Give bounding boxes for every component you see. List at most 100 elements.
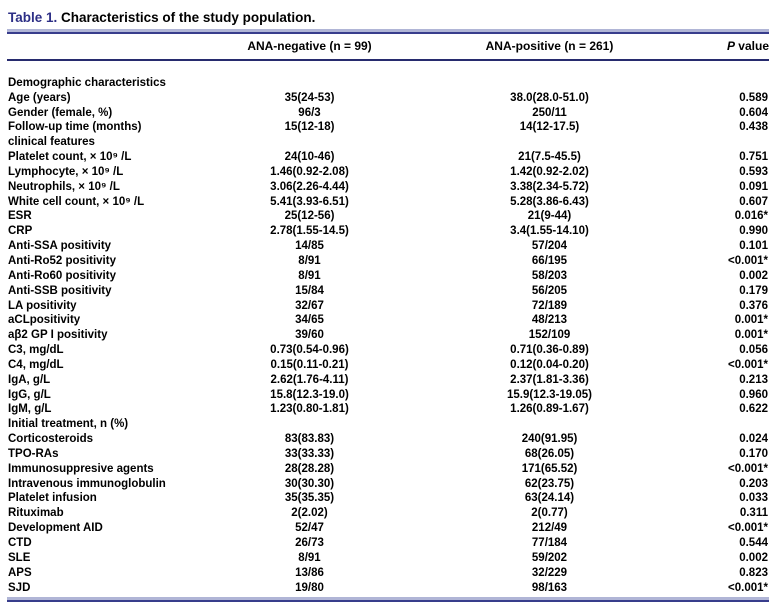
table-caption-text: Characteristics of the study population. [61, 10, 316, 25]
row-label-cell: Follow-up time (months) [8, 121, 142, 134]
row-label-cell: Anti-Ro60 positivity [8, 269, 116, 282]
ana-negative-cell: 1.46(0.92-2.08) [270, 165, 349, 178]
ana-negative-cell: 30(30.30) [284, 477, 335, 490]
ana-positive-cell: 38.0(28.0-51.0) [510, 91, 589, 104]
row-label-cell: CTD [8, 537, 32, 549]
row-label-cell: clinical features [8, 136, 95, 149]
row-label-cell: aCLpositivity [8, 314, 81, 327]
ana-negative-cell: 26/73 [295, 537, 324, 549]
ana-negative-cell: 0.15(0.11-0.21) [270, 358, 349, 371]
p-value-cell: 0.179 [739, 284, 768, 297]
table-row: CRP 2.78(1.55-14.5) 3.4(1.55-14.10) 0.990 [7, 224, 769, 239]
section-header-row: Demographic characteristics [7, 76, 769, 91]
ana-positive-cell: 57/204 [531, 240, 568, 253]
ana-negative-cell: 2(2.02) [291, 507, 328, 520]
ana-positive-cell: 77/184 [531, 537, 568, 549]
p-value-cell: 0.589 [739, 91, 768, 104]
table-row: IgM, g/L 1.23(0.80-1.81) 1.26(0.89-1.67) 0.… [7, 402, 769, 417]
table-row: Neutrophils, × 10⁹ /L 3.06(2.26-4.44) 3.38… [7, 180, 769, 195]
row-label-cell: Platelet count, × 10⁹ /L [8, 151, 132, 164]
ana-negative-cell: 5.41(3.93-6.51) [270, 195, 349, 208]
ana-positive-cell: 3.38(2.34-5.72) [510, 180, 589, 193]
row-label-cell: TPO-RAs [8, 447, 59, 460]
p-value-cell: 0.960 [739, 388, 768, 401]
table-row: CTD 26/73 77/184 0.544 [7, 536, 769, 551]
ana-positive-cell [432, 417, 667, 432]
ana-negative-cell: 32/67 [295, 299, 324, 312]
ana-negative-cell: 24(10-46) [284, 151, 335, 164]
ana-negative-cell: 1.23(0.80-1.81) [270, 403, 349, 416]
ana-negative-cell: 8/91 [298, 269, 321, 282]
table-row: aβ2 GP I positivity 39/60 152/109 0.001* [7, 328, 769, 343]
ana-negative-cell: 2.62(1.76-4.11) [270, 373, 349, 386]
row-label-cell: Neutrophils, × 10⁹ /L [8, 180, 120, 193]
ana-positive-cell: 32/229 [531, 566, 568, 579]
ana-positive-cell: 59/202 [531, 551, 568, 564]
ana-positive-cell: 171(65.52) [521, 462, 578, 475]
p-symbol: P [726, 39, 735, 53]
ana-negative-cell: 2.78(1.55-14.5) [270, 225, 349, 238]
p-value-cell [667, 135, 769, 150]
ana-positive-cell: 98/163 [531, 581, 568, 594]
row-label-cell: White cell count, × 10⁹ /L [8, 195, 145, 208]
ana-negative-cell: 15(12-18) [284, 121, 335, 134]
ana-positive-cell: 21(7.5-45.5) [518, 151, 581, 164]
ana-positive-cell: 58/203 [531, 269, 568, 282]
row-label-cell: Anti-Ro52 positivity [8, 254, 116, 267]
section-header-row: Initial treatment, n (%) [7, 417, 769, 432]
p-value-cell: 0.056 [739, 344, 768, 357]
ana-positive-cell: 66/195 [531, 254, 568, 267]
p-value-cell: 0.203 [739, 477, 768, 490]
ana-positive-cell: 1.42(0.92-2.02) [510, 165, 589, 178]
ana-positive-cell: 0.12(0.04-0.20) [510, 358, 589, 371]
ana-positive-cell: 56/205 [531, 284, 568, 297]
section-header-row: clinical features [7, 135, 769, 150]
ana-negative-cell: 34/65 [295, 314, 324, 327]
p-value-word: value [734, 39, 769, 53]
table-row: Anti-Ro52 positivity 8/91 66/195 <0.001* [7, 254, 769, 269]
ana-negative-cell: 3.06(2.26-4.44) [270, 180, 349, 193]
table-number: Table 1. [8, 10, 58, 25]
p-value-cell: 0.001* [734, 314, 768, 327]
p-value-cell: 0.002 [739, 551, 768, 564]
ana-negative-cell: 15/84 [295, 284, 324, 297]
p-value-cell: <0.001* [728, 522, 768, 535]
table-row: Anti-SSB positivity 15/84 56/205 0.179 [7, 284, 769, 299]
p-value-cell: <0.001* [728, 462, 768, 475]
table-row: Platelet infusion 35(35.35) 63(24.14) 0.033 [7, 491, 769, 506]
p-value-cell: <0.001* [728, 254, 768, 267]
p-value-cell: 0.213 [739, 373, 768, 386]
p-value-cell: 0.016* [734, 210, 768, 223]
ana-negative-cell: 15.8(12.3-19.0) [270, 388, 349, 401]
table-row: Anti-Ro60 positivity 8/91 58/203 0.002 [7, 269, 769, 284]
row-label-cell: Intravenous immunoglobulin [8, 477, 166, 490]
ana-negative-cell [187, 417, 432, 432]
header-ana-positive: ANA-positive (n = 261) [432, 34, 667, 61]
p-value-cell [667, 76, 769, 91]
header-row: ANA-negative (n = 99) ANA-positive (n = … [7, 34, 769, 61]
p-value-cell: 0.607 [739, 195, 768, 208]
p-value-cell: 0.604 [739, 106, 768, 119]
ana-positive-cell: 3.4(1.55-14.10) [510, 225, 589, 238]
ana-positive-cell: 62(23.75) [524, 477, 575, 490]
ana-positive-cell: 72/189 [531, 299, 568, 312]
ana-positive-cell: 5.28(3.86-6.43) [510, 195, 589, 208]
p-value-cell: 0.001* [734, 329, 768, 342]
p-value-cell: 0.024 [739, 433, 768, 446]
row-label-cell: Initial treatment, n (%) [8, 418, 129, 431]
p-value-cell: 0.091 [739, 180, 768, 193]
row-label-cell: IgM, g/L [8, 403, 52, 416]
ana-positive-cell: 212/49 [531, 522, 568, 535]
row-label-cell: Development AID [8, 522, 103, 535]
ana-positive-cell: 48/213 [531, 314, 568, 327]
p-value-cell: 0.170 [739, 447, 768, 460]
row-label-cell: Rituximab [8, 507, 64, 520]
table-row: LA positivity 32/67 72/189 0.376 [7, 299, 769, 314]
ana-positive-cell: 2(0.77) [531, 507, 568, 520]
ana-negative-cell: 35(24-53) [284, 91, 335, 104]
header-ana-negative: ANA-negative (n = 99) [187, 34, 432, 61]
table-row: C3, mg/dL 0.73(0.54-0.96) 0.71(0.36-0.89) 0… [7, 343, 769, 358]
p-value-cell: <0.001* [728, 358, 768, 371]
bottom-rule [7, 597, 769, 602]
